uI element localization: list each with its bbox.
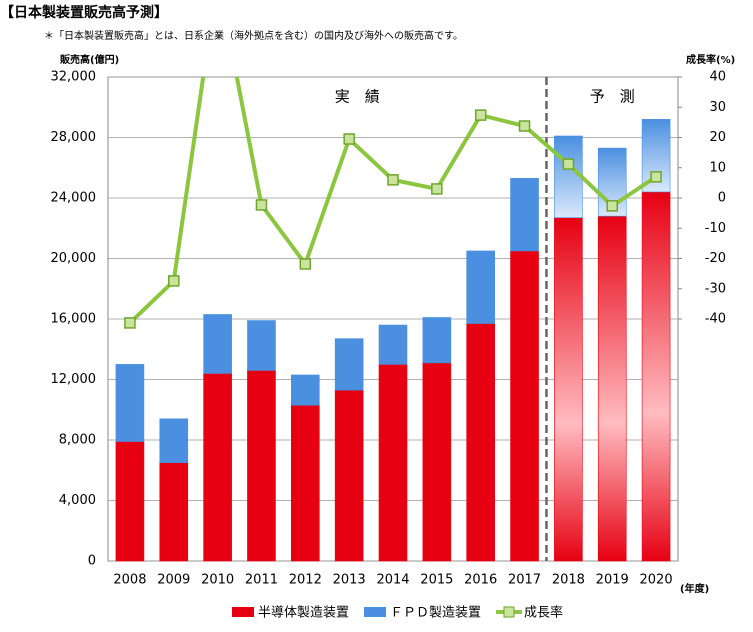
- y-tick-label: 16,000: [51, 312, 97, 327]
- marker: [562, 158, 575, 170]
- y2-tick-label: -40: [705, 312, 726, 327]
- bar: [115, 364, 145, 442]
- x-tick-label: 2014: [376, 573, 409, 588]
- annotation: 実 績: [335, 88, 380, 106]
- bar: [422, 362, 452, 562]
- x-tick-label: 2015: [420, 573, 453, 588]
- legend-label: ＦＰＤ製造装置: [390, 606, 481, 621]
- y-tick-label: 24,000: [51, 191, 97, 206]
- bar: [466, 323, 495, 562]
- y-tick-label: 4,000: [59, 493, 96, 508]
- marker: [387, 174, 399, 186]
- bar: [466, 250, 495, 324]
- bar: [159, 418, 189, 463]
- marker: [474, 109, 487, 121]
- y-tick-label: 8,000: [59, 433, 96, 448]
- legend-marker: [503, 606, 515, 618]
- legend-swatch: [232, 607, 254, 617]
- y-tick-label: 28,000: [51, 130, 97, 145]
- y2-tick-label: 40: [709, 70, 726, 85]
- marker: [343, 133, 355, 145]
- x-tick-label: 2010: [201, 573, 234, 588]
- y2-tick-label: -10: [705, 221, 726, 236]
- bar: [115, 441, 145, 562]
- x-tick-label: 2018: [552, 573, 585, 588]
- bar: [203, 314, 232, 374]
- legend-label: 成長率: [524, 605, 563, 621]
- y2-axis-label: 成長率(%): [686, 53, 735, 66]
- y-tick-label: 12,000: [51, 372, 97, 387]
- bar: [334, 389, 364, 562]
- y-tick-label: 0: [88, 554, 96, 569]
- bar: [247, 320, 276, 371]
- bar: [247, 370, 276, 562]
- x-tick-label: 2016: [464, 573, 497, 588]
- x-tick-label: 2011: [245, 573, 278, 588]
- marker: [124, 317, 136, 329]
- bar: [554, 217, 583, 562]
- y2-tick-label: 20: [709, 130, 726, 145]
- bar: [510, 250, 539, 562]
- bar: [510, 178, 539, 252]
- bar: [203, 373, 232, 562]
- x-tick-label: 2008: [113, 573, 146, 588]
- bar: [378, 324, 408, 365]
- y-axis-label: 販売高(億円): [60, 53, 119, 66]
- bar: [159, 462, 189, 562]
- marker: [431, 183, 443, 195]
- bar: [291, 404, 320, 562]
- x-tick-label: 2013: [333, 573, 366, 588]
- x-axis-label: (年度): [680, 582, 709, 595]
- x-tick-label: 2019: [596, 573, 629, 588]
- y2-tick-label: 10: [709, 160, 726, 175]
- legend-swatch: [364, 607, 386, 617]
- y2-tick-label: -20: [705, 251, 726, 266]
- line-group: [124, 77, 662, 329]
- x-tick-label: 2012: [289, 573, 322, 588]
- y2-tick-label: 0: [718, 191, 726, 206]
- marker: [255, 199, 268, 211]
- marker: [518, 120, 531, 132]
- chart-title: 【日本製装置販売高予測】: [0, 4, 168, 21]
- bar: [422, 317, 452, 364]
- y-tick-label: 32,000: [51, 70, 97, 85]
- x-tick-label: 2017: [508, 573, 541, 588]
- marker: [606, 200, 618, 212]
- bar: [378, 364, 408, 562]
- subtitle: ＊「日本製装置販売高」とは、日系企業（海外拠点を含む）の国内及び海外への販売高で…: [44, 29, 463, 42]
- marker: [650, 171, 662, 183]
- marker: [168, 275, 180, 287]
- legend-label: 半導体製造装置: [258, 606, 349, 621]
- bar: [597, 215, 627, 562]
- annotation: 予 測: [590, 88, 635, 106]
- bar: [334, 338, 364, 391]
- marker: [299, 258, 312, 270]
- y2-tick-label: -30: [705, 281, 726, 296]
- x-tick-label: 2009: [157, 573, 190, 588]
- bar: [554, 135, 583, 218]
- y-tick-label: 20,000: [51, 251, 97, 266]
- bar: [641, 191, 671, 562]
- x-tick-label: 2020: [640, 573, 673, 588]
- y2-tick-label: 30: [709, 100, 726, 115]
- bar: [291, 374, 320, 406]
